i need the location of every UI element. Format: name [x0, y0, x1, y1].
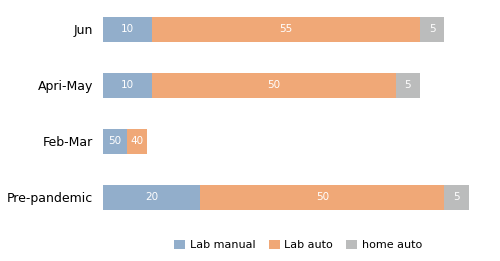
Text: 10: 10 — [120, 24, 134, 34]
Text: 20: 20 — [145, 192, 158, 202]
Bar — [200, 185, 444, 210]
Bar — [103, 129, 128, 154]
Text: 50: 50 — [108, 136, 122, 146]
Bar — [420, 17, 444, 42]
Bar — [152, 73, 396, 98]
Text: 50: 50 — [316, 192, 329, 202]
Text: 55: 55 — [279, 24, 292, 34]
Text: 5: 5 — [404, 80, 411, 90]
Text: 40: 40 — [130, 136, 143, 146]
Bar — [396, 73, 420, 98]
Bar — [128, 129, 147, 154]
Text: 50: 50 — [267, 80, 280, 90]
Bar — [152, 17, 420, 42]
Bar — [444, 185, 468, 210]
Text: 10: 10 — [120, 80, 134, 90]
Bar — [103, 73, 152, 98]
Text: 5: 5 — [429, 24, 436, 34]
Legend: Lab manual, Lab auto, home auto: Lab manual, Lab auto, home auto — [170, 236, 426, 255]
Bar — [103, 17, 152, 42]
Bar — [103, 185, 200, 210]
Text: 5: 5 — [453, 192, 460, 202]
